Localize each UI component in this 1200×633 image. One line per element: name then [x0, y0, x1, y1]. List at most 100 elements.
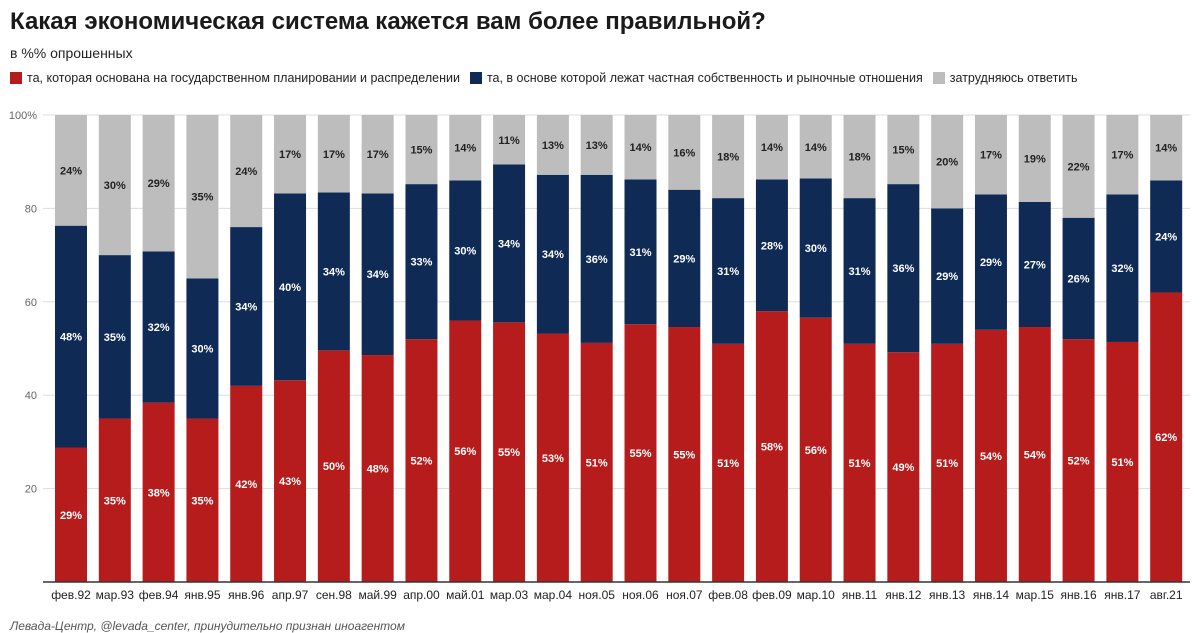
bar-segment-planned — [142, 402, 175, 582]
data-label: 14% — [454, 143, 476, 155]
data-label: 14% — [629, 142, 651, 154]
source-note: Левада-Центр, @levada_center, принудител… — [10, 619, 405, 633]
y-tick-label: 60 — [25, 297, 37, 309]
data-label: 14% — [805, 142, 827, 154]
data-label: 31% — [717, 266, 739, 278]
x-tick-label: янв.16 — [1060, 588, 1097, 602]
y-tick-label: 20 — [25, 484, 37, 496]
x-tick-label: мар.93 — [96, 588, 135, 602]
data-label: 15% — [892, 145, 914, 157]
bar-segment-planned — [405, 339, 438, 582]
data-label: 33% — [410, 257, 432, 269]
data-label: 51% — [936, 458, 958, 470]
data-label: 56% — [454, 446, 476, 458]
data-label: 34% — [235, 301, 257, 313]
data-label: 36% — [892, 263, 914, 275]
bar-segment-market — [668, 189, 701, 328]
bar-segment-market — [755, 179, 788, 312]
bar-segment-undecided — [887, 115, 920, 185]
data-label: 56% — [805, 445, 827, 457]
data-label: 15% — [410, 145, 432, 157]
data-label: 17% — [980, 150, 1002, 162]
data-label: 50% — [323, 461, 345, 473]
bar-segment-market — [1062, 217, 1095, 340]
data-label: 22% — [1068, 161, 1090, 173]
legend: та, которая основана на государственном … — [10, 71, 1088, 85]
bar-segment-planned — [317, 350, 350, 582]
legend-label-undecided: затрудняюсь ответить — [949, 71, 1078, 85]
data-label: 35% — [191, 192, 213, 204]
bar-segment-market — [317, 192, 350, 351]
x-tick-label: фев.92 — [51, 588, 91, 602]
bar-segment-planned — [668, 327, 701, 582]
y-tick-label: 40 — [25, 390, 37, 402]
bar-segment-undecided — [230, 115, 263, 228]
bar-segment-undecided — [493, 115, 526, 165]
bar-segment-undecided — [843, 115, 876, 199]
data-label: 14% — [761, 142, 783, 154]
legend-label-market: та, в основе которой лежат частная собст… — [486, 71, 923, 85]
legend-label-planned: та, которая основана на государственном … — [27, 71, 460, 85]
bar-segment-undecided — [274, 115, 307, 194]
bar-segment-planned — [536, 333, 569, 582]
bar-segment-market — [1018, 201, 1051, 328]
chart-subtitle: в %% опрошенных — [10, 45, 133, 61]
bar-segment-market — [974, 194, 1007, 330]
legend-swatch-undecided — [932, 72, 945, 84]
x-tick-label: май.99 — [358, 588, 397, 602]
bar-segment-market — [493, 164, 526, 323]
bar-segment-undecided — [186, 115, 219, 279]
data-label: 51% — [717, 458, 739, 470]
bar-segment-undecided — [580, 115, 613, 175]
x-tick-label: сен.98 — [316, 588, 352, 602]
x-tick-label: мар.04 — [534, 588, 573, 602]
data-label: 55% — [629, 448, 651, 460]
data-label: 55% — [673, 450, 695, 462]
bar-segment-undecided — [361, 115, 394, 194]
data-label: 36% — [586, 254, 608, 266]
data-label: 30% — [191, 344, 213, 356]
data-label: 24% — [60, 165, 82, 177]
x-tick-label: апр.00 — [403, 588, 440, 602]
bar-segment-planned — [361, 355, 394, 582]
bar-segment-planned — [843, 343, 876, 582]
data-label: 51% — [1111, 457, 1133, 469]
data-label: 55% — [498, 447, 520, 459]
bar-segment-planned — [799, 317, 832, 582]
bar-segment-planned — [974, 329, 1007, 582]
data-label: 29% — [60, 510, 82, 522]
data-label: 48% — [60, 332, 82, 344]
bar-segment-market — [142, 251, 175, 403]
x-tick-label: янв.96 — [228, 588, 265, 602]
bar-segment-undecided — [624, 115, 657, 180]
data-label: 27% — [1024, 259, 1046, 271]
x-tick-label: май.01 — [446, 588, 485, 602]
data-label: 28% — [761, 240, 783, 252]
bar-segment-planned — [1018, 327, 1051, 582]
data-label: 17% — [367, 149, 389, 161]
data-label: 24% — [235, 166, 257, 178]
bar-segment-market — [536, 174, 569, 334]
bar-segment-undecided — [449, 115, 482, 181]
bar-segment-market — [405, 184, 438, 340]
bar-segment-market — [887, 184, 920, 353]
data-label: 31% — [849, 266, 871, 278]
bar-segment-planned — [755, 311, 788, 582]
bar-segment-market — [55, 225, 87, 448]
data-label: 35% — [104, 332, 126, 344]
bar-segment-undecided — [931, 115, 964, 209]
data-label: 54% — [980, 451, 1002, 463]
bar-segment-market — [361, 193, 394, 356]
data-label: 13% — [542, 140, 564, 152]
data-label: 32% — [148, 322, 170, 334]
y-tick-label: 80 — [25, 203, 37, 215]
x-tick-label: мар.15 — [1016, 588, 1055, 602]
data-label: 29% — [936, 271, 958, 283]
bar-segment-undecided — [98, 115, 131, 256]
data-label: 35% — [104, 495, 126, 507]
data-label: 34% — [498, 238, 520, 250]
data-label: 13% — [586, 140, 608, 152]
data-label: 62% — [1155, 432, 1177, 444]
data-label: 26% — [1068, 273, 1090, 285]
bar-segment-undecided — [799, 115, 832, 179]
